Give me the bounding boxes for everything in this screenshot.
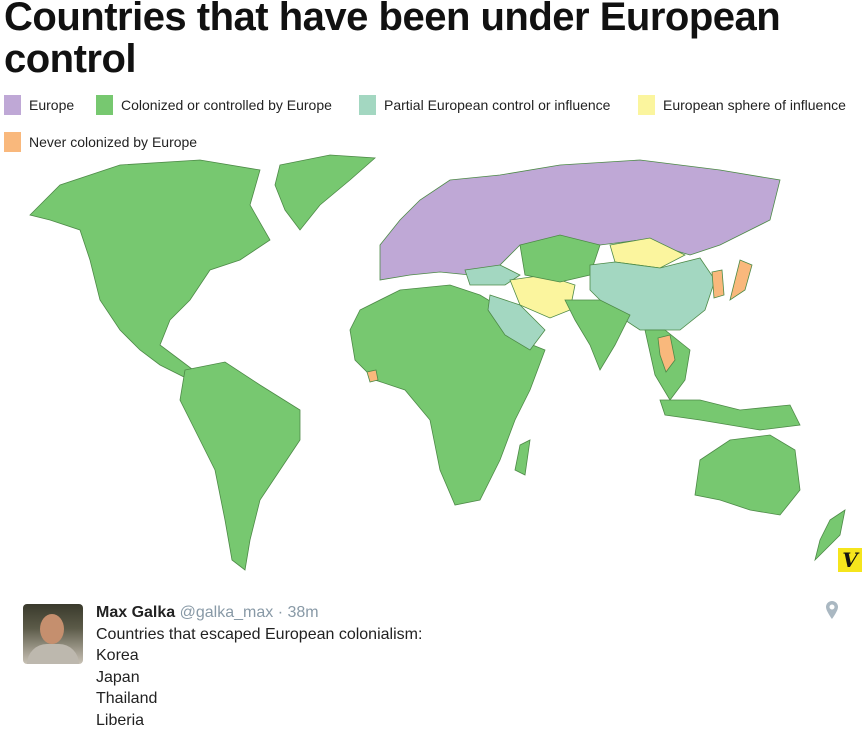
- tweet-line: Japan: [96, 668, 140, 686]
- map-pin-icon[interactable]: [826, 601, 838, 619]
- legend-item-colonized: Colonized or controlled by Europe: [96, 95, 332, 115]
- north-america: [29, 159, 271, 381]
- thailand: [657, 334, 676, 373]
- new-zealand: [814, 509, 846, 562]
- tweet-line: Liberia: [96, 711, 145, 729]
- legend-item-partial: Partial European control or influence: [359, 95, 610, 115]
- tweet-line: Countries that escaped European colonial…: [96, 625, 423, 643]
- tweet-body: Max Galka @galka_max · 38m Countries tha…: [96, 602, 422, 731]
- vox-logo: V: [838, 548, 862, 572]
- map-title: Countries that have been under European …: [4, 0, 781, 81]
- author-handle[interactable]: @galka_max: [179, 604, 274, 621]
- separator: ·: [277, 604, 284, 621]
- tweet-time[interactable]: 38m: [287, 604, 319, 621]
- tweet-header: Max Galka @galka_max · 38m: [96, 602, 422, 624]
- south-america: [179, 361, 301, 571]
- legend-swatch: [4, 132, 21, 152]
- japan: [729, 259, 753, 301]
- korea: [711, 269, 725, 299]
- mongolia: [609, 237, 686, 269]
- south-asia: [564, 299, 631, 371]
- legend-swatch: [359, 95, 376, 115]
- legend-item-never: Never colonized by Europe: [4, 132, 197, 152]
- arabia: [487, 294, 546, 351]
- legend-label: Colonized or controlled by Europe: [121, 97, 332, 113]
- tweet-line: Korea: [96, 647, 139, 664]
- australia: [694, 434, 801, 516]
- madagascar: [514, 439, 531, 476]
- greenland: [274, 154, 376, 231]
- author-name[interactable]: Max Galka: [96, 604, 176, 621]
- legend-item-europe: Europe: [4, 95, 74, 115]
- legend-label: Partial European control or influence: [384, 97, 611, 113]
- legend-swatch: [638, 95, 655, 115]
- europe-russia: [379, 159, 781, 281]
- legend-swatch: [4, 95, 21, 115]
- legend-label: European sphere of influence: [663, 97, 846, 113]
- legend-label: Never colonized by Europe: [29, 134, 198, 150]
- legend-swatch: [96, 95, 113, 115]
- legend-label: Europe: [29, 97, 75, 113]
- avatar[interactable]: [23, 604, 83, 664]
- tweet-line: Thailand: [96, 690, 158, 707]
- legend-item-sphere: European sphere of influence: [638, 95, 846, 115]
- liberia: [366, 369, 379, 383]
- indonesia: [659, 399, 801, 431]
- central-asia: [519, 234, 601, 283]
- tweet: Max Galka @galka_max · 38m Countries tha…: [0, 595, 864, 746]
- world-map: [29, 154, 846, 571]
